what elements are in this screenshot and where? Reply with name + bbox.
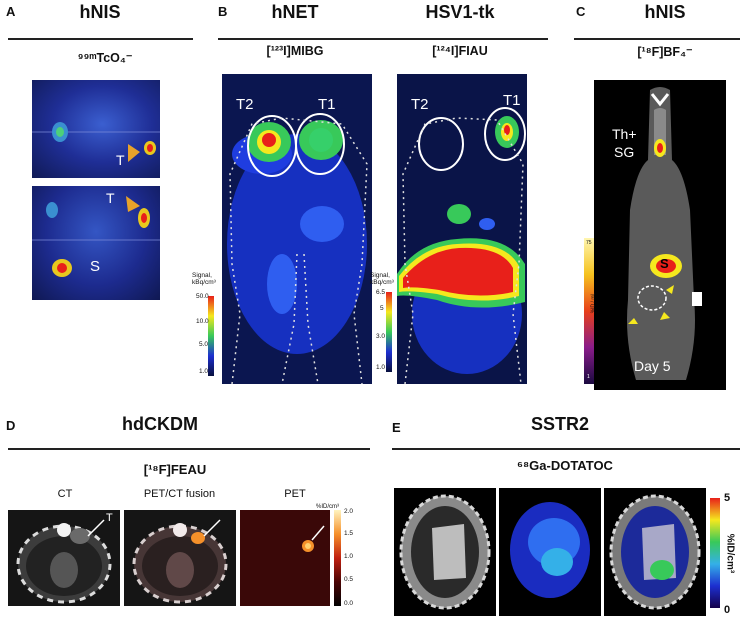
panel-a-t-label-top: T bbox=[116, 152, 125, 168]
panel-b2-scale-tick-1: 6.5 bbox=[376, 289, 386, 296]
panel-d-sub-ct: CT bbox=[57, 488, 73, 500]
panel-d-scale-tick-3: 1.0 bbox=[344, 553, 354, 560]
panel-d-letter: D bbox=[6, 418, 16, 433]
panel-d-scale-tick-1: 2.0 bbox=[344, 508, 354, 515]
panel-b-scale-tick-4: 1.0 bbox=[199, 368, 209, 375]
panel-b2-title: HSV1-tk bbox=[425, 2, 495, 22]
panel-b-fiau-image: T2 T1 bbox=[397, 74, 527, 384]
panel-e-ct-image bbox=[394, 488, 496, 616]
panel-b-colorbar bbox=[208, 296, 214, 376]
panel-e-scale-top: 5 bbox=[724, 492, 731, 504]
panel-d-scale-tick-2: 1.5 bbox=[344, 530, 354, 537]
panel-a-t-label-bottom: T bbox=[106, 190, 115, 206]
panel-b-scale-title: Signal, kBq/cm³ bbox=[192, 272, 216, 286]
panel-a-image-bottom: T S bbox=[32, 186, 160, 300]
panel-d-scale-unit: %ID/cm³ bbox=[316, 504, 339, 510]
panel-b-mibg-image: T2 T1 bbox=[222, 74, 372, 384]
panel-d-colorbar bbox=[334, 510, 341, 606]
panel-e-colorbar bbox=[710, 498, 720, 608]
panel-e-title: SSTR2 bbox=[530, 414, 590, 434]
panel-b2-scale-tick-2: 5 bbox=[380, 305, 384, 312]
panel-c-letter: C bbox=[576, 4, 586, 19]
panel-b2-scale-tick-3: 3.0 bbox=[376, 333, 386, 340]
panel-b2-t1-label: T1 bbox=[503, 92, 521, 109]
panel-b-tracer: [¹²³I]MIBG bbox=[266, 44, 324, 58]
panel-e-pet-image bbox=[499, 488, 601, 616]
panel-d-sub-fusion: PET/CT fusion bbox=[143, 488, 216, 500]
panel-d-fusion-image bbox=[124, 510, 236, 606]
panel-c-scale-top: 75 bbox=[586, 240, 592, 246]
panel-c-rule bbox=[574, 38, 740, 40]
panel-e-letter: E bbox=[392, 420, 401, 435]
panel-b2-colorbar bbox=[386, 292, 392, 372]
panel-b2-scale-title: Signal, kBq/cm³ bbox=[370, 272, 394, 286]
panel-b-rule bbox=[218, 38, 548, 40]
panel-b-t1-label: T1 bbox=[318, 96, 336, 113]
panel-c-th-label: Th+ bbox=[612, 126, 637, 142]
panel-d-scale-tick-4: 0.5 bbox=[344, 576, 354, 583]
panel-c-sg-label: SG bbox=[614, 144, 635, 160]
panel-b-t2-label: T2 bbox=[236, 96, 254, 113]
panel-c-title: hNIS bbox=[644, 2, 686, 22]
panel-d-pet-image bbox=[240, 510, 330, 606]
panel-c-s-label: S bbox=[660, 256, 669, 271]
panel-e-tracer: ⁶⁸Ga-DOTATOC bbox=[517, 458, 613, 473]
panel-a-rule bbox=[8, 38, 193, 40]
panel-b-scale-tick-1: 50.0 bbox=[196, 293, 209, 300]
panel-e-scale-bottom: 0 bbox=[724, 604, 731, 616]
panel-c-tracer: [¹⁸F]BF₄⁻ bbox=[637, 45, 693, 59]
panel-b2-tracer: [¹²⁴I]FIAU bbox=[432, 44, 488, 58]
panel-d-title: hdCKDM bbox=[122, 414, 198, 434]
panel-b-title: hNET bbox=[271, 2, 319, 22]
panel-d-tracer: [¹⁸F]FEAU bbox=[143, 462, 207, 477]
panel-d-t-label: T bbox=[106, 512, 113, 524]
panel-b2-scale-tick-4: 1.0 bbox=[376, 364, 386, 371]
panel-d-ct-image: T bbox=[8, 510, 120, 606]
panel-c-image: Th+ SG S Day 5 bbox=[594, 80, 726, 390]
panel-e-fusion-image bbox=[604, 488, 706, 616]
panel-d-scale-tick-5: 0.0 bbox=[344, 600, 354, 607]
panel-b-scale-tick-3: 5.0 bbox=[199, 341, 209, 348]
panel-a-letter: A bbox=[6, 4, 16, 19]
panel-b-scale-tick-2: 10.0 bbox=[196, 318, 209, 325]
panel-e-rule bbox=[392, 448, 740, 450]
panel-c-scale-bottom: 1 bbox=[587, 374, 590, 380]
panel-a-title: hNIS bbox=[79, 2, 121, 22]
panel-d-sub-pet: PET bbox=[284, 488, 306, 500]
panel-c-day-label: Day 5 bbox=[634, 358, 671, 374]
panel-e-scale-unit: %ID/cm³ bbox=[724, 533, 736, 574]
panel-b2-t2-label: T2 bbox=[411, 96, 429, 113]
panel-a-tracer: ⁹⁹ᵐTcO₄⁻ bbox=[77, 51, 133, 65]
panel-d-rule bbox=[8, 448, 370, 450]
panel-b-letter: B bbox=[218, 4, 228, 19]
panel-a-image-top: T bbox=[32, 80, 160, 178]
panel-a-s-label: S bbox=[90, 258, 101, 275]
panel-c-scale-unit: %ID / mL bbox=[590, 292, 597, 314]
panel-c-colorbar bbox=[584, 238, 594, 384]
